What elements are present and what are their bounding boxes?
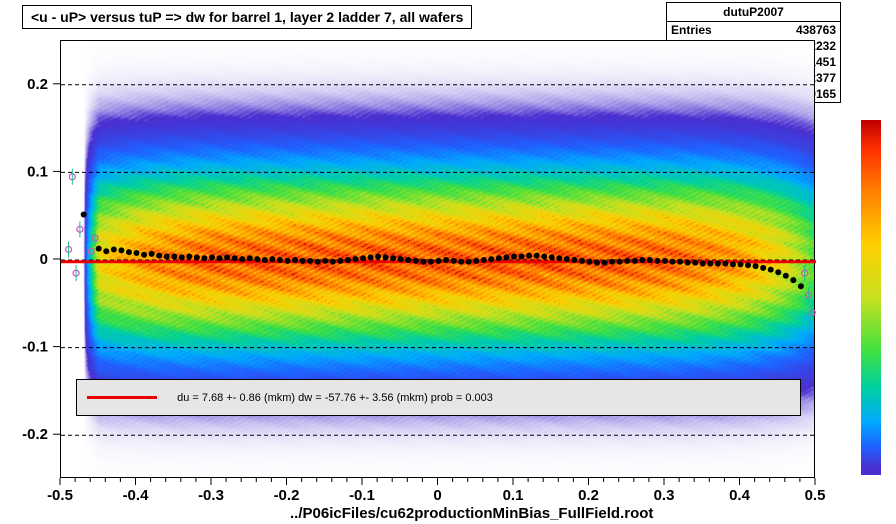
plot-title: <u - uP> versus tuP => dw for barrel 1, … <box>22 5 472 29</box>
svg-text:-0.4: -0.4 <box>123 487 150 504</box>
svg-text:-0.5: -0.5 <box>47 487 73 504</box>
svg-text:-0.1: -0.1 <box>22 339 48 356</box>
svg-text:0.2: 0.2 <box>27 76 48 93</box>
svg-text:0.4: 0.4 <box>729 487 751 504</box>
svg-text:0: 0 <box>433 487 441 504</box>
svg-text:0: 0 <box>40 251 48 268</box>
svg-text:0.3: 0.3 <box>654 487 675 504</box>
fit-line-swatch <box>87 396 157 399</box>
svg-text:0.2: 0.2 <box>578 487 599 504</box>
svg-text:-0.3: -0.3 <box>198 487 224 504</box>
stats-row: Entries438763 <box>667 22 840 38</box>
fit-legend-box: du = 7.68 +- 0.86 (mkm) dw = -57.76 +- 3… <box>76 379 801 416</box>
colorbar-ticks: 10110 <box>856 120 896 475</box>
plot-area: du = 7.68 +- 0.86 (mkm) dw = -57.76 +- 3… <box>60 40 815 478</box>
file-path: ../P06icFiles/cu62productionMinBias_Full… <box>290 505 653 522</box>
fit-label-text: du = 7.68 +- 0.86 (mkm) dw = -57.76 +- 3… <box>177 392 493 404</box>
svg-text:-0.1: -0.1 <box>349 487 375 504</box>
svg-text:0.1: 0.1 <box>503 487 524 504</box>
stats-name: dutuP2007 <box>667 3 840 22</box>
svg-text:-0.2: -0.2 <box>22 426 48 443</box>
svg-text:0.5: 0.5 <box>805 487 826 504</box>
svg-text:0.1: 0.1 <box>27 163 48 180</box>
svg-text:-0.2: -0.2 <box>274 487 300 504</box>
